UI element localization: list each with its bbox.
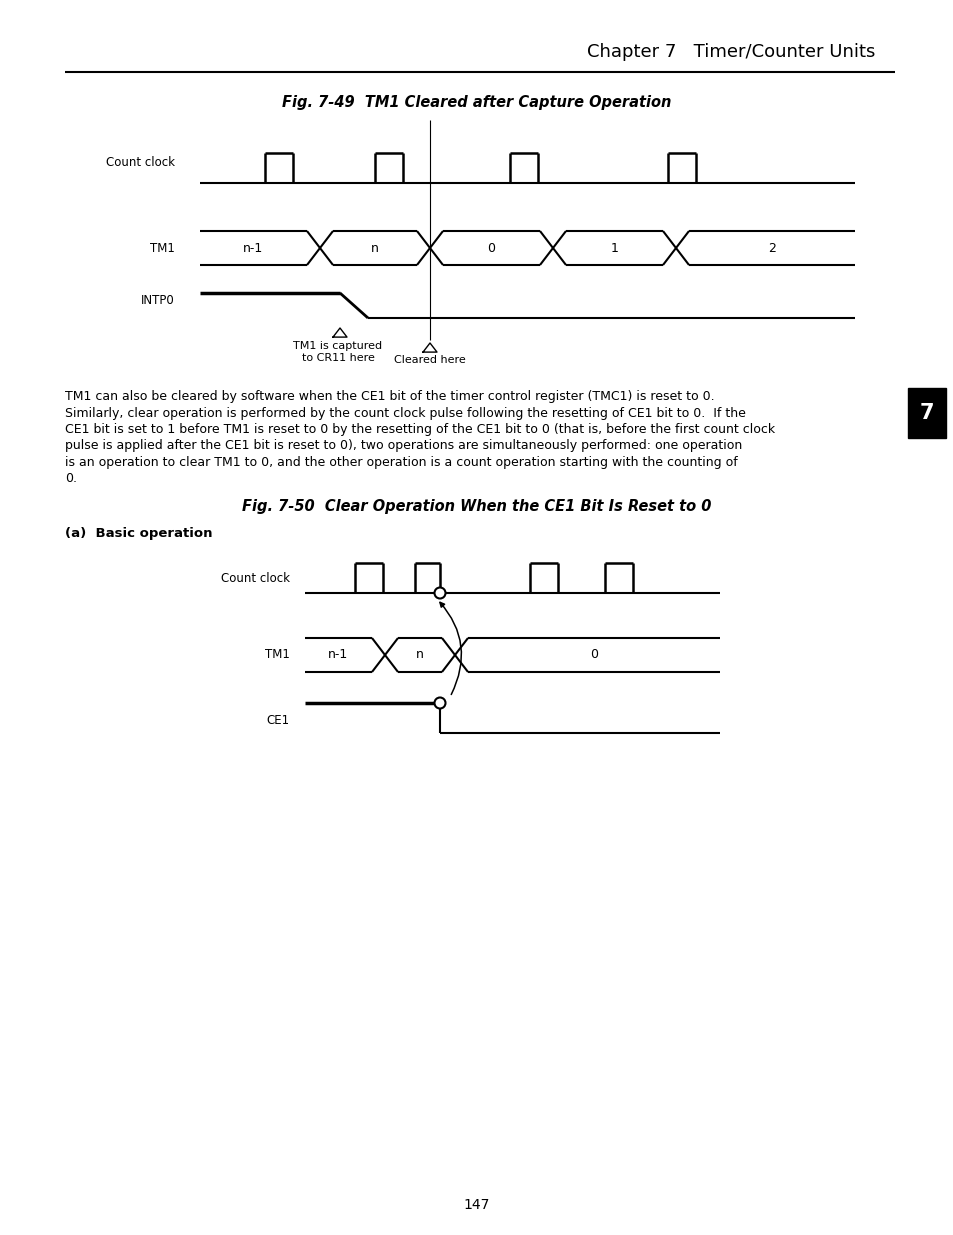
Text: 1: 1 [610, 242, 618, 254]
Text: 147: 147 [463, 1198, 490, 1212]
Text: 0.: 0. [65, 473, 77, 485]
Text: 0: 0 [589, 648, 598, 662]
Text: Chapter 7   Timer/Counter Units: Chapter 7 Timer/Counter Units [586, 43, 874, 61]
Text: pulse is applied after the CE1 bit is reset to 0), two operations are simultaneo: pulse is applied after the CE1 bit is re… [65, 440, 741, 452]
Text: 2: 2 [767, 242, 775, 254]
FancyBboxPatch shape [907, 388, 945, 438]
Text: INTP0: INTP0 [141, 294, 174, 306]
Circle shape [434, 698, 445, 709]
Text: CE1: CE1 [267, 714, 290, 726]
Text: TM1: TM1 [265, 648, 290, 662]
Text: Count clock: Count clock [106, 157, 174, 169]
Text: is an operation to clear TM1 to 0, and the other operation is a count operation : is an operation to clear TM1 to 0, and t… [65, 456, 737, 469]
Text: 0: 0 [487, 242, 495, 254]
Text: TM1 is captured: TM1 is captured [294, 341, 382, 351]
Text: Fig. 7-49  TM1 Cleared after Capture Operation: Fig. 7-49 TM1 Cleared after Capture Oper… [282, 95, 671, 110]
Text: Cleared here: Cleared here [394, 354, 465, 366]
Text: Count clock: Count clock [221, 572, 290, 584]
Circle shape [434, 588, 445, 599]
Text: n-1: n-1 [243, 242, 263, 254]
Text: TM1: TM1 [150, 242, 174, 254]
Text: Similarly, clear operation is performed by the count clock pulse following the r: Similarly, clear operation is performed … [65, 406, 745, 420]
Text: n-1: n-1 [328, 648, 348, 662]
Text: 7: 7 [919, 403, 933, 424]
Text: n: n [416, 648, 423, 662]
Text: to CR11 here: to CR11 here [301, 353, 374, 363]
Text: Fig. 7-50  Clear Operation When the CE1 Bit Is Reset to 0: Fig. 7-50 Clear Operation When the CE1 B… [242, 499, 711, 515]
Text: TM1 can also be cleared by software when the CE1 bit of the timer control regist: TM1 can also be cleared by software when… [65, 390, 714, 403]
Text: n: n [371, 242, 378, 254]
Text: CE1 bit is set to 1 before TM1 is reset to 0 by the resetting of the CE1 bit to : CE1 bit is set to 1 before TM1 is reset … [65, 424, 774, 436]
Text: (a)  Basic operation: (a) Basic operation [65, 527, 213, 540]
